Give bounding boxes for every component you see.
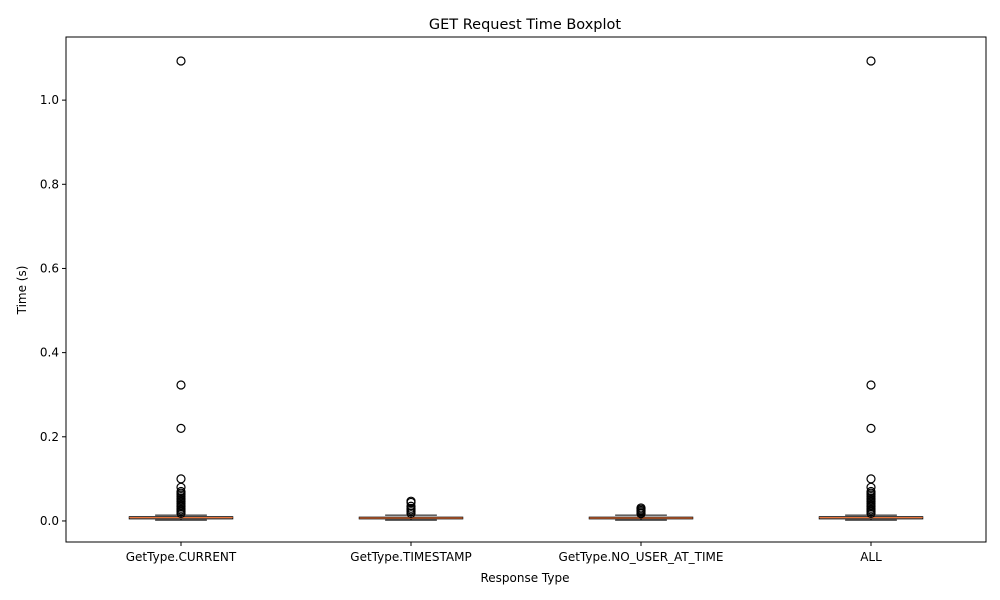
box-group [818,56,924,521]
plot-area [128,56,924,521]
x-tick-label: ALL [860,550,882,564]
y-axis: 0.0 0.2 0.4 0.6 0.8 1.0 [40,93,66,528]
outlier-point [866,380,876,390]
plot-frame [65,36,987,543]
y-tick-label: 0.4 [40,346,59,360]
x-tick-label: GetType.CURRENT [126,550,237,564]
x-axis: GetType.CURRENT GetType.TIMESTAMP GetType.… [126,542,882,564]
box-group [128,56,234,521]
y-tick-label: 0.0 [40,514,59,528]
box-group [358,496,464,521]
outlier-point [176,380,186,390]
x-tick-label: GetType.TIMESTAMP [350,550,471,564]
outlier-point [176,56,186,66]
y-tick-label: 0.8 [40,177,59,191]
outlier-point [406,508,416,518]
y-axis-title: Time (s) [15,266,29,316]
y-tick-label: 0.2 [40,430,59,444]
outlier-point [866,56,876,66]
chart-title: GET Request Time Boxplot [429,17,622,33]
x-tick-label: GetType.NO_USER_AT_TIME [559,550,724,564]
x-axis-title: Response Type [480,571,569,585]
y-tick-label: 0.6 [40,261,59,275]
box-group [588,503,694,521]
outlier-point [866,423,876,433]
outlier-point [176,423,186,433]
outlier-point [866,508,876,518]
outlier-point [636,509,646,519]
y-tick-label: 1.0 [40,93,59,107]
outlier-point [866,474,876,484]
outlier-point [176,508,186,518]
outlier-point [176,474,186,484]
